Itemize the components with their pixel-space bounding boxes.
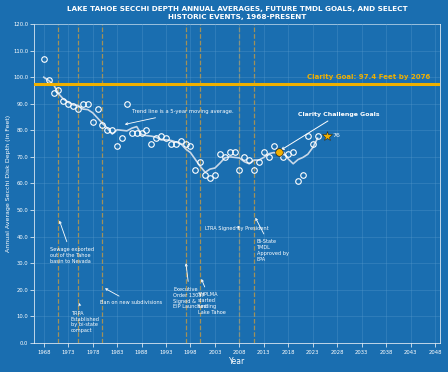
Text: 76: 76 bbox=[332, 133, 340, 138]
Text: Clarity Challenge Goals: Clarity Challenge Goals bbox=[282, 112, 379, 150]
Text: SNPLMA
started
funding
Lake Tahoe: SNPLMA started funding Lake Tahoe bbox=[198, 280, 226, 315]
Text: Clarity Goal: 97.4 Feet by 2076: Clarity Goal: 97.4 Feet by 2076 bbox=[307, 74, 430, 80]
Y-axis label: Annual Average Secchi Disk Depth (in Feet): Annual Average Secchi Disk Depth (in Fee… bbox=[5, 115, 11, 252]
Title: LAKE TAHOE SECCHI DEPTH ANNUAL AVERAGES, FUTURE TMDL GOALS, AND SELECT
HISTORIC : LAKE TAHOE SECCHI DEPTH ANNUAL AVERAGES,… bbox=[67, 6, 407, 20]
Text: Trend line is a 5-year moving average.: Trend line is a 5-year moving average. bbox=[125, 109, 233, 125]
Text: LTRA Signed by President: LTRA Signed by President bbox=[205, 226, 269, 231]
Text: Sewage exported
out of the Tahoe
basin to Nevada: Sewage exported out of the Tahoe basin t… bbox=[50, 221, 94, 264]
X-axis label: Year: Year bbox=[229, 357, 245, 366]
Text: Ban on new subdivisions: Ban on new subdivisions bbox=[100, 289, 162, 305]
Text: Bi-State
TMDL
Approved by
EPA: Bi-State TMDL Approved by EPA bbox=[256, 219, 289, 262]
Text: Executive
Order 13057
Signed &
EIP Launched: Executive Order 13057 Signed & EIP Launc… bbox=[173, 264, 207, 310]
Text: TRPA
Established
by bi-state
compact: TRPA Established by bi-state compact bbox=[71, 304, 99, 333]
